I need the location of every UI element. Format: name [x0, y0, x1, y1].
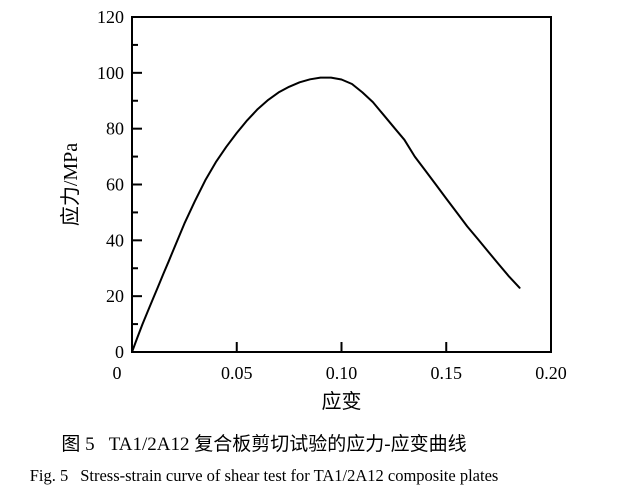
x-tick-label: 0.10	[326, 363, 358, 383]
x-axis-label: 应变	[322, 390, 362, 413]
figure-number-en: Fig. 5	[29, 466, 69, 485]
x-tick-label: 0	[113, 363, 122, 383]
y-tick-label: 120	[97, 7, 124, 27]
y-tick-label: 0	[115, 342, 124, 362]
y-tick-label: 60	[106, 175, 124, 195]
y-tick-label: 80	[106, 119, 124, 139]
x-tick-label: 0.15	[431, 363, 463, 383]
y-axis-ticks	[133, 43, 142, 326]
figure-title-en: Stress-strain curve of shear test for TA…	[80, 466, 499, 485]
figure-title-zh: TA1/2A12 复合板剪切试验的应力-应变曲线	[108, 434, 467, 455]
figure-caption-en: Fig. 5 Stress-strain curve of shear test …	[0, 464, 528, 488]
y-axis-tick-labels: 0 20 40 60 80 100 120	[97, 7, 124, 362]
x-tick-label: 0.05	[221, 363, 253, 383]
figure-number-zh: 图 5	[61, 434, 95, 455]
figure-captions: 图 5 TA1/2A12 复合板剪切试验的应力-应变曲线 Fig. 5 Stress…	[0, 432, 528, 488]
curve-group	[131, 76, 521, 353]
figure-caption-zh: 图 5 TA1/2A12 复合板剪切试验的应力-应变曲线	[0, 432, 528, 458]
x-axis-ticks	[235, 342, 448, 351]
x-axis-tick-labels: 0 0.05 0.10 0.15 0.20	[113, 363, 567, 383]
y-tick-label: 100	[97, 63, 124, 83]
y-tick-label: 40	[106, 230, 124, 250]
y-tick-label: 20	[106, 286, 124, 306]
stress-strain-chart: 0 20 40 60 80 100 120 0 0.05 0.10 0.15 0.20 应力/MPa…	[59, 7, 567, 413]
plot-frame	[131, 16, 552, 353]
x-tick-label: 0.20	[535, 363, 567, 383]
stress-strain-curve	[131, 76, 521, 353]
y-axis-label: 应力/MPa	[59, 143, 82, 226]
